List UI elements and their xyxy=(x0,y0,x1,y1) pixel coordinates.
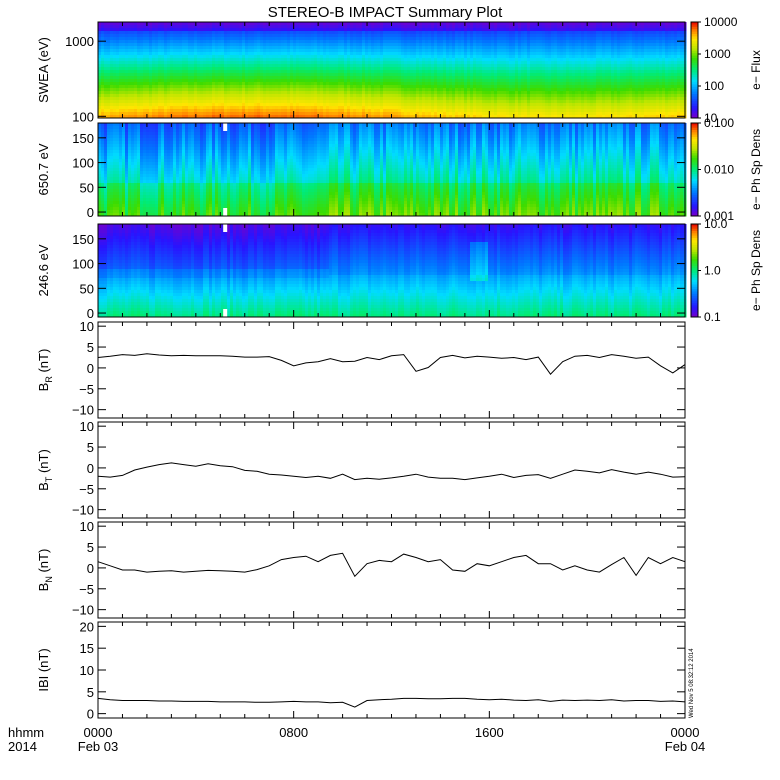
y-tick-label: 100 xyxy=(72,156,94,171)
panel-3: 0.1 1.0 10.0 e− Ph Sp Dens 0 50 100 150 246.6 eV xyxy=(36,217,763,324)
colorbar-tick-label: 100 xyxy=(704,79,724,93)
y-tick-label: 10 xyxy=(80,663,94,678)
y-tick-label: −5 xyxy=(79,482,94,497)
heatmap-cells xyxy=(98,224,687,318)
series-line xyxy=(97,552,686,578)
data-gap-bottom xyxy=(223,208,228,216)
panel-1: 10 100 1000 10000 e− Flux 100 1000 SWEA (eV) xyxy=(36,15,763,125)
y-tick-label: 10 xyxy=(80,319,94,334)
x-tick-label: 0800 xyxy=(279,725,308,740)
y-axis-label: IBI (nT) xyxy=(36,648,51,691)
y-tick-label: 0 xyxy=(87,205,94,220)
y-tick-label: 10 xyxy=(80,519,94,534)
y-tick-label: 1000 xyxy=(65,34,94,49)
y-tick-label: 150 xyxy=(72,232,94,247)
x-date-label: Feb 03 xyxy=(78,739,118,754)
y-tick-label: 10 xyxy=(80,419,94,434)
x-date-label: Feb 04 xyxy=(665,739,705,754)
colorbar: 0.001 0.010 0.100 e− Ph Sp Dens xyxy=(690,116,763,223)
y-tick-label: 5 xyxy=(87,340,94,355)
colorbar-label: e− Ph Sp Dens xyxy=(749,230,763,311)
series-line xyxy=(97,462,686,481)
y-tick-label: 5 xyxy=(87,440,94,455)
colorbar: 10 100 1000 10000 e− Flux xyxy=(690,15,763,125)
y-axis-label: 246.6 eV xyxy=(36,244,51,296)
y-tick-label: 5 xyxy=(87,685,94,700)
x-year-label: 2014 xyxy=(8,739,37,754)
x-tick-label: 1600 xyxy=(475,725,504,740)
colorbar-tick-label: 10.0 xyxy=(704,217,728,231)
panel-7: 0 5 10 15 20 IBI (nT) xyxy=(36,619,686,722)
y-tick-label: 0 xyxy=(87,306,94,321)
y-tick-label: 50 xyxy=(80,180,94,195)
colorbar-tick-label: 0.1 xyxy=(704,310,721,324)
panel-frame xyxy=(97,521,686,619)
colorbar: 0.1 1.0 10.0 e− Ph Sp Dens xyxy=(690,217,763,324)
colorbar-tick-label: 10 xyxy=(704,111,718,125)
y-tick-label: 100 xyxy=(72,109,94,124)
panel-2: 0.001 0.010 0.100 e− Ph Sp Dens 0 50 100 150 650… xyxy=(36,116,763,223)
y-tick-label: 0 xyxy=(87,361,94,376)
plot-title: STEREO-B IMPACT Summary Plot xyxy=(268,4,503,21)
series-line xyxy=(97,697,686,708)
heatmap-cells xyxy=(98,123,687,217)
y-tick-label: −10 xyxy=(72,503,94,518)
y-axis-label: BT (nT) xyxy=(36,449,54,491)
colorbar-tick-label: 10000 xyxy=(704,15,738,29)
data-gap-top xyxy=(223,224,228,232)
series-line xyxy=(97,353,686,375)
x-units-label: hhmm xyxy=(8,725,44,740)
panel-frame xyxy=(97,421,686,519)
y-tick-label: 100 xyxy=(72,257,94,272)
panel-frame xyxy=(97,621,686,719)
y-tick-label: 15 xyxy=(80,641,94,656)
colorbar-tick-label: 0.100 xyxy=(704,116,734,130)
heatmap-cells xyxy=(98,22,687,119)
y-tick-label: 50 xyxy=(80,281,94,296)
x-tick-label: 0000 xyxy=(84,725,113,740)
y-tick-label: 0 xyxy=(87,707,94,722)
panel-frame xyxy=(97,321,686,419)
y-tick-label: 0 xyxy=(87,461,94,476)
y-axis-label: 650.7 eV xyxy=(36,143,51,195)
panel-6: −10 −5 0 5 10 BN (nT) xyxy=(36,519,686,619)
y-axis-label: SWEA (eV) xyxy=(36,37,51,103)
colorbar-label: e− Flux xyxy=(749,50,763,90)
y-tick-label: 0 xyxy=(87,561,94,576)
x-tick-label: 0000 xyxy=(671,725,700,740)
colorbar-tick-label: 0.010 xyxy=(704,163,734,177)
y-tick-label: 20 xyxy=(80,619,94,634)
y-axis-label: BN (nT) xyxy=(36,549,54,592)
panel-5: −10 −5 0 5 10 BT (nT) xyxy=(36,419,686,519)
data-gap-bottom xyxy=(223,309,228,317)
y-axis-label: BR (nT) xyxy=(36,349,54,392)
colorbar-tick-label: 1.0 xyxy=(704,264,721,278)
colorbar-label: e− Ph Sp Dens xyxy=(749,129,763,210)
panel-4: −10 −5 0 5 10 BR (nT) xyxy=(36,319,686,419)
y-tick-label: −10 xyxy=(72,403,94,418)
y-tick-label: −10 xyxy=(72,603,94,618)
y-tick-label: −5 xyxy=(79,382,94,397)
data-gap-top xyxy=(223,123,228,131)
y-tick-label: 150 xyxy=(72,131,94,146)
y-tick-label: 5 xyxy=(87,540,94,555)
y-tick-label: −5 xyxy=(79,582,94,597)
generation-stamp: Wed Nov 5 08:32:12 2014 xyxy=(689,648,695,718)
colorbar-tick-label: 0.001 xyxy=(704,209,734,223)
colorbar-tick-label: 1000 xyxy=(704,47,731,61)
